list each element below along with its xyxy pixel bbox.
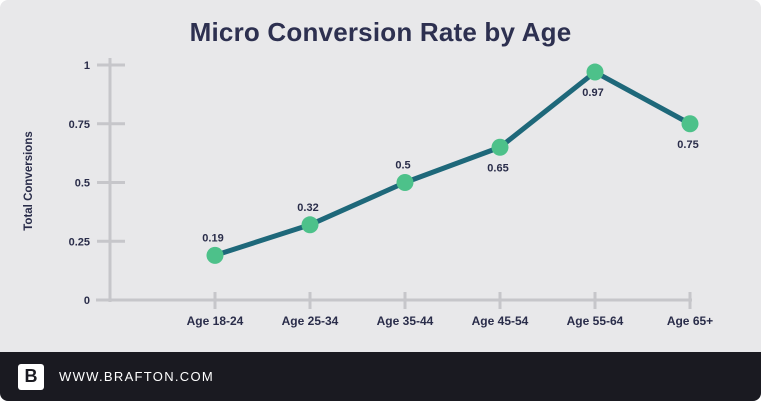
data-point-marker [491, 138, 509, 156]
x-tick-label: Age 35-44 [377, 314, 434, 328]
data-point-label: 0.97 [582, 87, 603, 99]
x-tick-label: Age 65+ [667, 314, 713, 328]
data-point-marker [206, 246, 224, 264]
footer-bar: B WWW.BRAFTON.COM [0, 352, 761, 401]
data-point-marker [586, 63, 604, 81]
brafton-logo: B [18, 363, 44, 390]
y-tick-label: 0.75 [69, 119, 90, 131]
y-tick-label: 0.25 [69, 236, 90, 248]
data-point-label: 0.75 [677, 139, 698, 151]
data-point-label: 0.19 [202, 232, 223, 244]
y-tick-label: 0 [84, 295, 90, 307]
x-tick-label: Age 45-54 [472, 314, 529, 328]
data-point-label: 0.65 [487, 162, 508, 174]
chart-title: Micro Conversion Rate by Age [189, 17, 572, 47]
line-chart-canvas: 0 0.25 0.5 0.75 1 Age 18-24 Age 25-34 Age 35-44… [23, 58, 713, 328]
y-tick-label: 1 [84, 60, 90, 72]
y-axis-title: Total Conversions [23, 131, 35, 230]
footer-website-url: WWW.BRAFTON.COM [59, 369, 215, 384]
data-point-label: 0.5 [395, 160, 410, 172]
trend-line [212, 69, 693, 258]
x-tick-label: Age 25-34 [282, 314, 339, 328]
x-tick-label: Age 18-24 [187, 314, 244, 328]
x-tick-label: Age 55-64 [567, 314, 624, 328]
y-tick-label: 0.5 [75, 178, 90, 190]
data-point-marker [681, 115, 699, 133]
data-point-marker [396, 174, 414, 191]
data-point-label: 0.32 [297, 202, 318, 214]
data-point-marker [301, 216, 319, 234]
